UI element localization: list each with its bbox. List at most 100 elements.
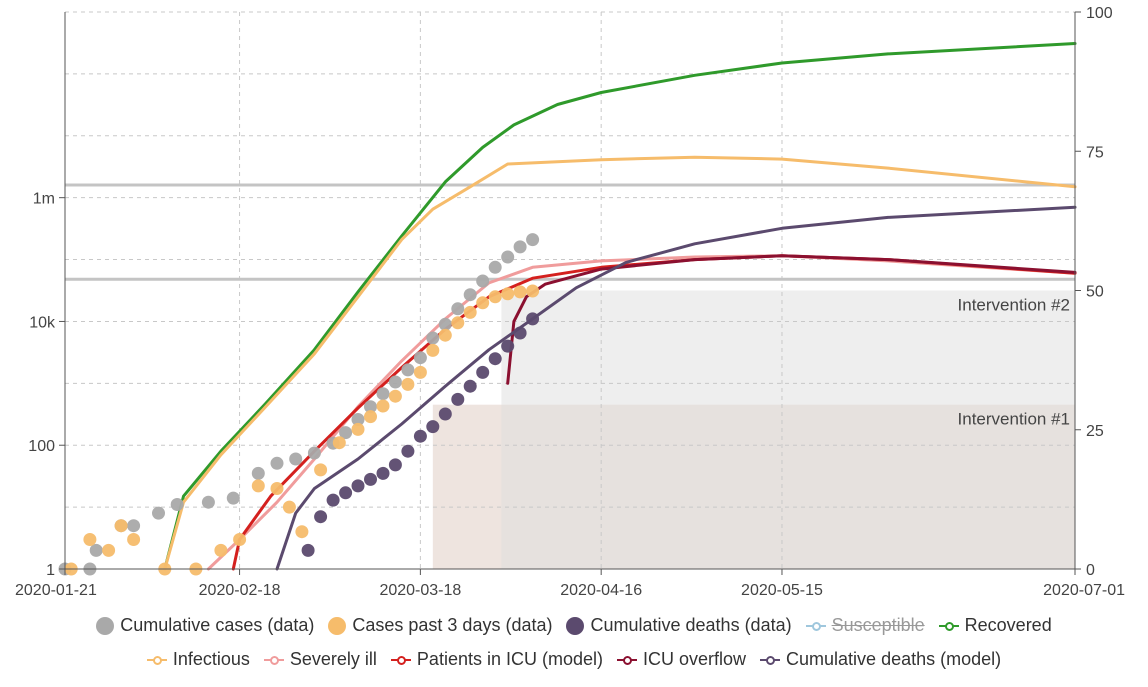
x-tick-label: 2020-03-18 bbox=[379, 582, 461, 599]
data-point-cases-past-3-days-data bbox=[314, 463, 328, 477]
data-point-cumulative-deaths-data bbox=[401, 444, 415, 458]
data-point-cumulative-deaths-data bbox=[364, 472, 377, 486]
grid bbox=[65, 11, 1075, 569]
y-left-tick-label: 10k bbox=[29, 314, 56, 331]
x-tick-label: 2020-05-15 bbox=[741, 582, 823, 599]
data-point-cases-past-3-days-data bbox=[332, 436, 346, 450]
data-point-cases-past-3-days-data bbox=[463, 305, 477, 319]
legend-line-icon bbox=[146, 654, 167, 666]
y-right-tick-label: 50 bbox=[1086, 284, 1104, 301]
data-point-cases-past-3-days-data bbox=[214, 543, 228, 557]
data-point-cases-past-3-days-data bbox=[127, 533, 141, 546]
y-left-tick-label: 1m bbox=[33, 191, 55, 208]
legend-dot-icon bbox=[328, 616, 347, 635]
series-line-recovered bbox=[163, 42, 1077, 571]
legend-item-patients-in-icu-model[interactable]: Patients in ICU (model) bbox=[390, 649, 603, 670]
legend-item-cumulative-cases-data[interactable]: Cumulative cases (data) bbox=[96, 615, 314, 636]
data-point-cumulative-cases-data bbox=[339, 426, 353, 440]
legend-dot-icon bbox=[566, 616, 585, 635]
legend-item-severely-ill[interactable]: Severely ill bbox=[263, 649, 377, 670]
data-point-cumulative-cases-data bbox=[170, 498, 184, 511]
y-right-tick-label: 100 bbox=[1086, 5, 1113, 22]
intervention-band-2 bbox=[501, 290, 1075, 569]
data-point-cases-past-3-days-data bbox=[488, 290, 502, 304]
series-dots bbox=[58, 233, 540, 576]
legend-label: Cumulative deaths (model) bbox=[786, 649, 1002, 669]
data-point-cumulative-cases-data bbox=[307, 446, 321, 460]
data-point-cases-past-3-days-data bbox=[282, 500, 296, 514]
data-point-cumulative-deaths-data bbox=[301, 543, 315, 557]
data-point-cases-past-3-days-data bbox=[413, 365, 427, 379]
legend-item-susceptible[interactable]: Susceptible bbox=[805, 615, 925, 636]
data-point-cumulative-deaths-data bbox=[476, 365, 490, 379]
data-point-cases-past-3-days-data bbox=[526, 284, 540, 298]
data-point-cumulative-deaths-data bbox=[526, 312, 540, 326]
data-point-cumulative-cases-data bbox=[89, 543, 103, 557]
legend-label: Infectious bbox=[172, 649, 250, 669]
legend-item-cumulative-deaths-data[interactable]: Cumulative deaths (data) bbox=[566, 615, 792, 636]
series-line-infectious bbox=[163, 155, 1077, 571]
legend-label: ICU overflow bbox=[643, 649, 747, 669]
data-point-cases-past-3-days-data bbox=[351, 422, 365, 436]
reference-lines bbox=[65, 183, 1075, 281]
data-point-cumulative-cases-data bbox=[401, 363, 415, 377]
y-right-tick-label: 0 bbox=[1086, 562, 1095, 579]
data-point-cumulative-cases-data bbox=[463, 288, 477, 302]
data-point-cases-past-3-days-data bbox=[233, 533, 247, 546]
data-point-cases-past-3-days-data bbox=[388, 389, 402, 403]
legend-item-infectious[interactable]: Infectious bbox=[146, 649, 250, 670]
data-point-cases-past-3-days-data bbox=[501, 287, 515, 301]
series-line-cumulative-deaths-model bbox=[275, 205, 1077, 571]
legend-item-cases-past-3-days-data[interactable]: Cases past 3 days (data) bbox=[328, 615, 552, 636]
chart-svg: 2020-01-21 2020-02-18 2020-03-18 2020-04-16… bbox=[15, 5, 1125, 599]
data-point-cases-past-3-days-data bbox=[438, 328, 452, 342]
data-point-cases-past-3-days-data bbox=[251, 479, 265, 493]
legend-row-1: Cumulative cases (data) Cases past 3 days… bbox=[0, 615, 1148, 636]
legend-item-recovered[interactable]: Recovered bbox=[938, 615, 1052, 636]
legend-line-icon bbox=[390, 654, 411, 666]
legend-label: Cumulative cases (data) bbox=[120, 615, 315, 635]
data-point-cumulative-cases-data bbox=[451, 302, 465, 316]
data-point-cumulative-cases-data bbox=[501, 250, 515, 264]
data-point-cases-past-3-days-data bbox=[114, 519, 128, 533]
legend-label: Cumulative deaths (data) bbox=[590, 615, 792, 635]
data-point-cumulative-deaths-data bbox=[388, 458, 402, 472]
data-point-cumulative-deaths-data bbox=[351, 479, 365, 493]
data-point-cumulative-cases-data bbox=[127, 519, 141, 533]
data-point-cumulative-cases-data bbox=[438, 317, 452, 331]
data-point-cases-past-3-days-data bbox=[376, 399, 390, 413]
data-point-cases-past-3-days-data bbox=[83, 533, 97, 546]
data-point-cases-past-3-days-data bbox=[102, 543, 116, 557]
series-line-icu-overflow bbox=[506, 254, 1077, 385]
legend-item-icu-overflow[interactable]: ICU overflow bbox=[617, 649, 746, 670]
data-point-cumulative-cases-data bbox=[526, 233, 540, 247]
legend-dot-icon bbox=[96, 616, 115, 635]
legend-label: Susceptible bbox=[831, 615, 925, 635]
data-point-cases-past-3-days-data bbox=[451, 316, 465, 330]
data-point-cumulative-deaths-data bbox=[413, 429, 427, 443]
axes: 2020-01-21 2020-02-18 2020-03-18 2020-04-16… bbox=[15, 5, 1125, 599]
legend-line-icon bbox=[760, 654, 781, 666]
intervention-label-2: Intervention #2 bbox=[958, 296, 1070, 315]
annotations: Intervention #1 Intervention #2 bbox=[958, 296, 1070, 429]
y-right-tick-label: 75 bbox=[1086, 144, 1104, 161]
data-point-cases-past-3-days-data bbox=[401, 377, 415, 391]
data-point-cumulative-deaths-data bbox=[513, 326, 527, 340]
data-point-cumulative-cases-data bbox=[364, 400, 377, 414]
data-point-cumulative-cases-data bbox=[226, 491, 240, 505]
data-point-cumulative-cases-data bbox=[513, 240, 527, 254]
data-point-cumulative-cases-data bbox=[426, 331, 440, 345]
legend-label: Cases past 3 days (data) bbox=[352, 615, 553, 635]
data-point-cumulative-cases-data bbox=[388, 375, 402, 389]
data-point-cumulative-deaths-data bbox=[314, 510, 328, 524]
data-point-cumulative-cases-data bbox=[270, 456, 284, 470]
legend-item-cumulative-deaths-model[interactable]: Cumulative deaths (model) bbox=[760, 649, 1001, 670]
data-point-cumulative-cases-data bbox=[201, 495, 215, 509]
x-tick-label: 2020-04-16 bbox=[560, 582, 642, 599]
intervention-label-1: Intervention #1 bbox=[958, 410, 1070, 429]
data-point-cumulative-cases-data bbox=[289, 452, 303, 466]
x-tick-label: 2020-07-01 bbox=[1043, 582, 1125, 599]
data-point-cases-past-3-days-data bbox=[295, 525, 309, 539]
data-point-cumulative-cases-data bbox=[488, 260, 502, 274]
x-tick-label: 2020-01-21 bbox=[15, 582, 97, 599]
